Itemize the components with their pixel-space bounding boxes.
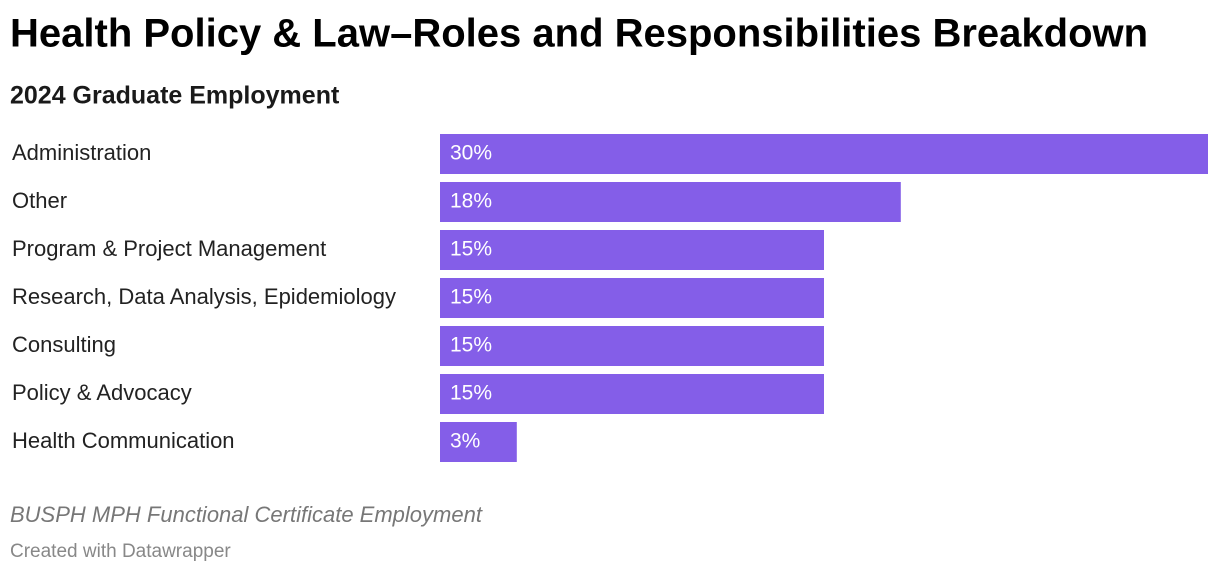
chart-title: Health Policy & Law–Roles and Responsibi… xyxy=(10,12,1148,56)
bar xyxy=(440,422,517,462)
category-label: Administration xyxy=(12,140,151,165)
bar xyxy=(440,374,824,414)
value-label: 15% xyxy=(450,334,492,357)
bar xyxy=(440,230,824,270)
value-label: 18% xyxy=(450,190,492,213)
credit: Created with Datawrapper xyxy=(10,541,231,562)
caption: BUSPH MPH Functional Certificate Employm… xyxy=(10,502,483,527)
category-label: Other xyxy=(12,188,67,213)
value-label: 3% xyxy=(450,430,480,453)
category-label: Consulting xyxy=(12,332,116,357)
bar xyxy=(440,134,1208,174)
category-label: Health Communication xyxy=(12,428,235,453)
chart-subtitle: 2024 Graduate Employment xyxy=(10,82,340,110)
category-label: Program & Project Management xyxy=(12,236,326,261)
bar xyxy=(440,326,824,366)
value-label: 15% xyxy=(450,286,492,309)
category-label: Policy & Advocacy xyxy=(12,380,192,405)
value-label: 15% xyxy=(450,238,492,261)
bar xyxy=(440,278,824,318)
value-label: 30% xyxy=(450,142,492,165)
bar xyxy=(440,182,901,222)
category-label: Research, Data Analysis, Epidemiology xyxy=(12,284,396,309)
value-label: 15% xyxy=(450,382,492,405)
